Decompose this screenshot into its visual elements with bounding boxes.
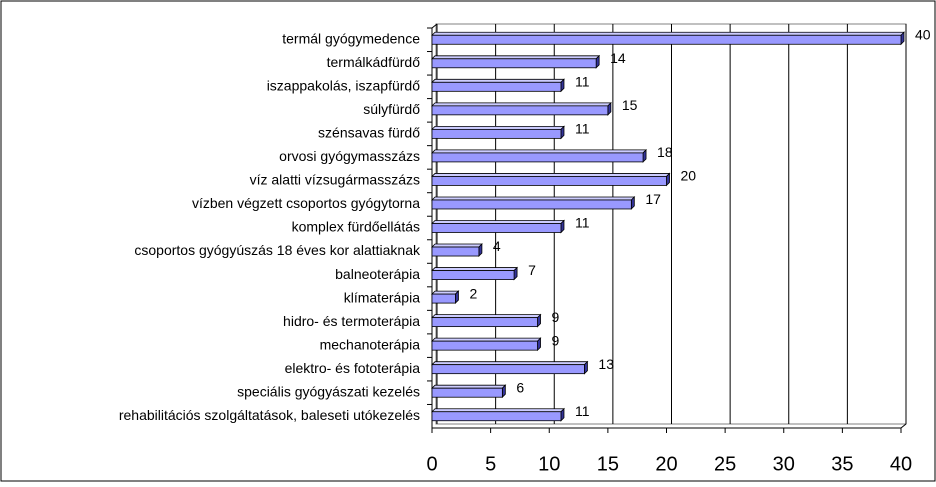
data-label: 17	[645, 191, 661, 207]
bar-top	[431, 243, 483, 248]
x-tick-label: 10	[538, 453, 560, 475]
data-label: 4	[493, 238, 501, 254]
bar	[431, 105, 609, 116]
data-label: 18	[657, 144, 673, 160]
y-tick-label: hidro- és termoterápia	[283, 313, 420, 329]
bar	[431, 34, 902, 45]
data-label: 11	[575, 403, 590, 419]
y-tick-label: csoportos gyógyúszás 18 éves kor alattia…	[134, 242, 421, 258]
bar	[431, 81, 562, 92]
bar-top	[431, 337, 542, 342]
data-label: 20	[681, 168, 697, 184]
data-label: 6	[516, 379, 524, 395]
bar-top	[431, 220, 565, 224]
bar	[431, 152, 644, 163]
bar-top	[431, 31, 905, 36]
bar-top	[431, 78, 565, 83]
data-label: 7	[528, 262, 536, 278]
y-tick-label: mechanoterápia	[320, 336, 421, 352]
bar	[431, 128, 562, 139]
y-tick-label: komplex fürdőellátás	[292, 219, 420, 235]
x-tick-label: 20	[655, 453, 677, 475]
x-tick-label: 40	[890, 453, 912, 475]
x-tick-label: 30	[773, 453, 795, 475]
y-tick-label: vízben végzett csoportos gyógytorna	[192, 195, 420, 211]
bar	[431, 387, 503, 398]
data-label: 11	[575, 215, 590, 231]
data-label: 15	[622, 97, 638, 113]
data-label: 40	[915, 26, 931, 42]
bar-top	[431, 408, 565, 413]
bar	[431, 293, 456, 304]
bar-top	[431, 196, 636, 201]
bar	[431, 364, 585, 375]
y-tick-label: súlyfürdő	[363, 101, 420, 117]
bar	[431, 317, 538, 328]
bar-top	[431, 361, 589, 366]
y-tick-label: iszappakolás, iszapfürdő	[267, 78, 421, 94]
x-tick-label: 15	[597, 453, 619, 475]
data-label: 14	[610, 50, 626, 66]
bar	[431, 176, 667, 186]
x-tick-label: 0	[426, 453, 437, 475]
bar-top	[431, 290, 460, 295]
y-tick-label: termálkádfürdő	[327, 54, 421, 70]
y-tick-label: speciális gyógyászati kezelés	[237, 383, 420, 399]
data-label: 2	[469, 285, 477, 301]
y-tick-label: víz alatti vízsugármasszázs	[250, 172, 420, 188]
x-tick-label: 5	[485, 453, 496, 475]
bar	[431, 411, 562, 422]
x-axis-depth	[900, 423, 907, 429]
bar	[431, 58, 597, 69]
bar-top	[431, 173, 671, 177]
data-label: 9	[552, 309, 560, 325]
bar	[431, 246, 480, 257]
data-label: 13	[598, 356, 614, 372]
y-tick-label: szénsavas fürdő	[318, 125, 420, 141]
bar	[431, 270, 515, 280]
bar-top	[431, 267, 519, 271]
bar-top	[431, 55, 601, 60]
y-tick-label: elektro- és fototerápia	[285, 360, 421, 376]
x-tick-label: 35	[831, 453, 853, 475]
data-label: 11	[575, 121, 590, 137]
bar	[431, 223, 562, 233]
bar-top	[431, 102, 612, 107]
bar-top	[431, 384, 507, 389]
data-label: 9	[552, 332, 560, 348]
y-axis-depth	[431, 23, 438, 29]
bar	[431, 340, 538, 351]
bar	[431, 199, 632, 210]
bar-top	[431, 125, 565, 130]
bar-top	[431, 314, 542, 319]
y-tick-label: orvosi gyógymasszázs	[279, 148, 420, 164]
x-tick-label: 25	[714, 453, 736, 475]
y-tick-label: balneoterápia	[335, 266, 420, 282]
y-tick-label: rehabilitációs szolgáltatások, baleseti …	[119, 407, 420, 423]
bar-top	[431, 149, 648, 154]
y-tick-label: klímaterápia	[344, 289, 420, 305]
y-tick-label: termál gyógymedence	[282, 30, 420, 46]
data-label: 11	[575, 74, 590, 90]
